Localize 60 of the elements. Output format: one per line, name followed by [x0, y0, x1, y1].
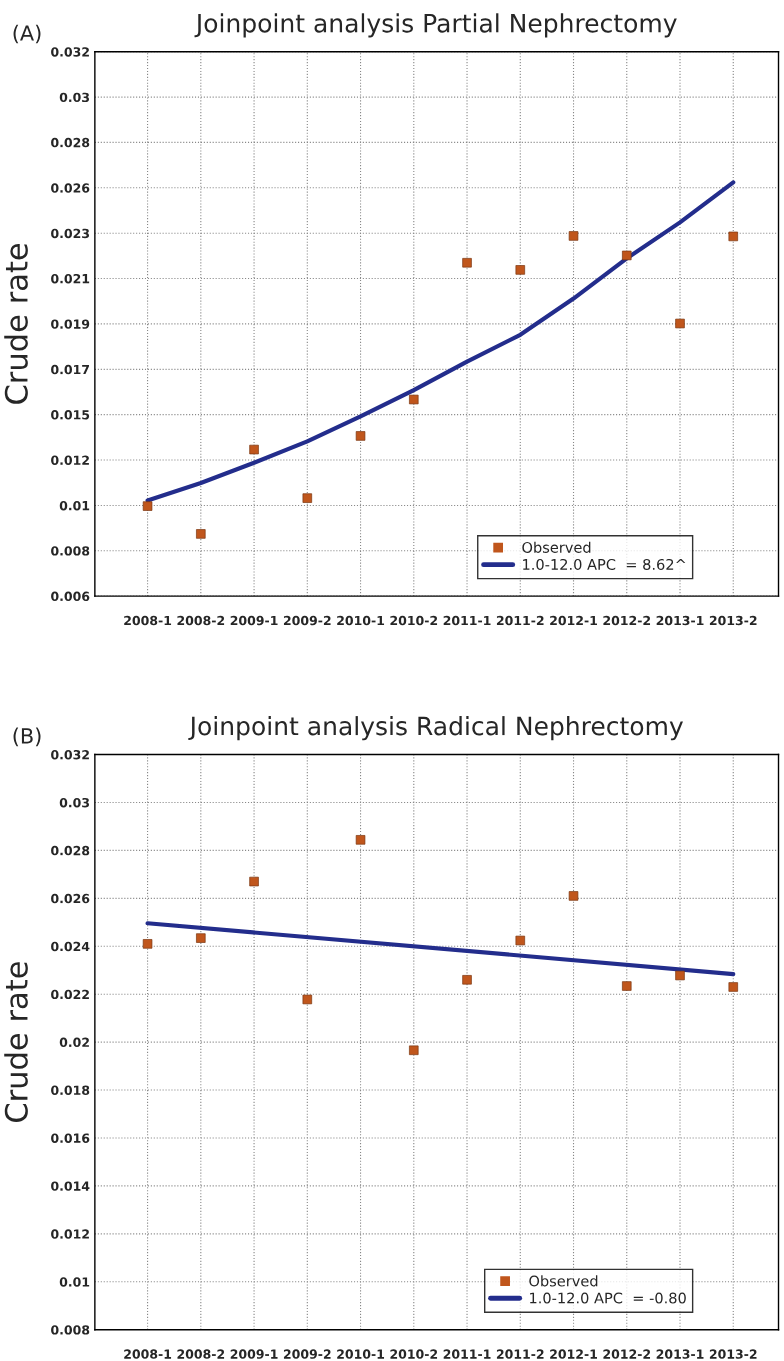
y-axis-title: Crude rate	[4, 243, 28, 404]
legend-label: Observed	[522, 541, 591, 553]
x-tick-label: 2012-1	[550, 615, 597, 626]
chart-title: Joinpoint analysis Partial Nephrectomy	[194, 13, 677, 38]
x-tick-label: 2013-1	[656, 1349, 704, 1359]
y-tick-label: 0.021	[51, 273, 90, 284]
x-tick-label: 2011-1	[443, 1349, 491, 1359]
x-tick-label: 2009-2	[283, 1349, 331, 1359]
legend-label: Observed	[529, 1275, 598, 1287]
legend-label: 1.0-12.0 APC = -0.80	[530, 1292, 686, 1304]
y-tick-label: 0.019	[51, 319, 90, 329]
x-tick-label: 2009-1	[230, 1349, 278, 1359]
x-tick-label: 2010-2	[390, 615, 438, 626]
y-tick-label: 0.014	[51, 1181, 90, 1191]
x-tick-label: 2010-1	[337, 615, 385, 626]
y-tick-label: 0.03	[59, 797, 90, 808]
y-tick-label: 0.028	[51, 137, 90, 148]
x-tick-label: 2013-2	[709, 1349, 757, 1359]
y-tick-label: 0.026	[51, 183, 90, 193]
text: (A)	[13, 24, 41, 44]
x-tick-label: 2010-2	[390, 1349, 438, 1359]
x-tick-label: 2013-2	[709, 615, 757, 626]
y-tick-label: 0.032	[51, 750, 89, 760]
y-tick-label: 0.012	[51, 1229, 89, 1239]
y-tick-label: 0.028	[51, 845, 90, 856]
y-tick-label: 0.01	[59, 500, 90, 511]
x-tick-label: 2008-2	[177, 615, 225, 626]
x-tick-label: 2008-1	[124, 1349, 172, 1359]
x-tick-label: 2010-1	[337, 1349, 385, 1359]
y-tick-label: 0.024	[51, 941, 90, 952]
x-tick-label: 2012-2	[603, 615, 651, 626]
y-tick-label: 0.023	[51, 228, 90, 239]
y-tick-label: 0.015	[51, 410, 90, 420]
y-tick-label: 0.006	[51, 591, 90, 602]
y-tick-label: 0.018	[51, 1085, 90, 1095]
y-tick-label: 0.026	[51, 893, 90, 904]
x-tick-label: 2009-2	[283, 615, 331, 626]
x-tick-label: 2012-2	[603, 1349, 651, 1359]
y-tick-label: 0.017	[51, 364, 90, 375]
x-tick-label: 2011-1	[443, 615, 491, 626]
y-tick-label: 0.012	[51, 455, 89, 465]
y-tick-label: 0.016	[51, 1133, 90, 1143]
text: (B)	[13, 727, 41, 747]
y-tick-label: 0.008	[51, 1325, 90, 1335]
y-tick-label: 0.022	[51, 989, 89, 1000]
chart-title: Joinpoint analysis Radical Nephrectomy	[188, 716, 683, 741]
x-tick-label: 2008-1	[124, 615, 172, 626]
x-tick-label: 2009-1	[230, 615, 278, 626]
y-tick-label: 0.01	[59, 1277, 90, 1287]
y-tick-label: 0.03	[59, 92, 90, 103]
x-tick-label: 2011-2	[496, 1349, 544, 1359]
y-tick-label: 0.032	[51, 47, 89, 57]
x-tick-label: 2012-1	[550, 1349, 597, 1359]
x-tick-label: 2013-1	[656, 615, 704, 626]
legend-label: 1.0-12.0 APC = 8.62^	[523, 558, 686, 570]
x-tick-label: 2011-2	[496, 615, 544, 626]
y-axis-title: Crude rate	[4, 962, 28, 1123]
x-tick-label: 2008-2	[177, 1349, 225, 1359]
y-tick-label: 0.008	[51, 546, 90, 556]
y-tick-label: 0.02	[59, 1037, 89, 1048]
